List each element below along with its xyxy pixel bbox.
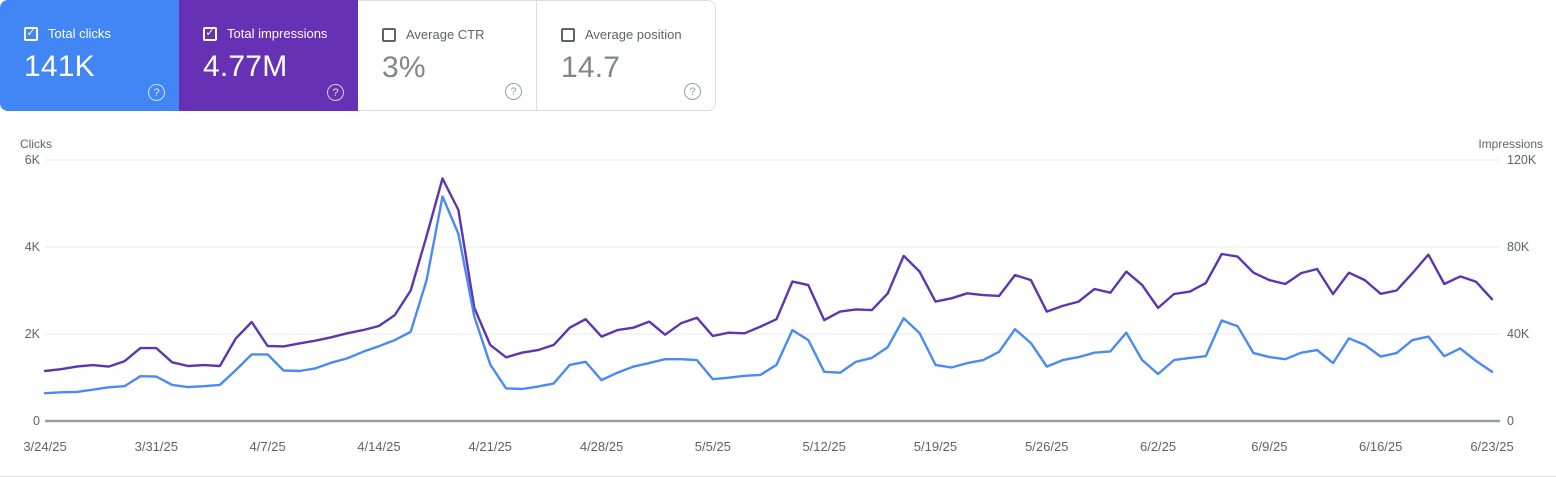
card-value: 141K [24,50,95,83]
right-axis-tick: 80K [1507,240,1530,254]
date-tick: 6/9/25 [1251,439,1287,454]
card-average-position[interactable]: Average position 14.7 ? [537,0,716,111]
card-total-impressions[interactable]: ✓ Total impressions 4.77M ? [179,0,358,111]
right-axis-tick: 120K [1507,153,1537,167]
date-tick: 4/21/25 [469,439,512,454]
card-label: Total clicks [48,26,111,41]
date-tick: 4/7/25 [250,439,286,454]
series-line-total-impressions[interactable] [43,177,1494,373]
left-axis-tick: 4K [25,240,41,254]
help-icon[interactable]: ? [684,83,701,100]
checkbox-unchecked-icon[interactable] [561,27,575,42]
right-axis-tick: 40K [1507,327,1530,341]
date-tick: 6/2/25 [1140,439,1176,454]
left-axis-tick: 2K [25,327,41,341]
left-axis-tick: 6K [25,153,41,167]
right-axis-tick: 0 [1507,414,1514,428]
left-axis-tick: 0 [33,414,40,428]
help-icon[interactable]: ? [505,83,522,100]
card-value: 3% [382,51,426,84]
date-tick: 5/26/25 [1025,439,1068,454]
card-value: 14.7 [561,51,621,84]
card-label: Total impressions [227,26,328,41]
date-tick: 6/23/25 [1470,439,1513,454]
checkbox-checked-icon[interactable]: ✓ [203,26,217,41]
right-axis-title: Impressions [1478,137,1543,151]
date-tick: 6/16/25 [1359,439,1402,454]
left-axis-title: Clicks [20,137,52,151]
date-tick: 3/24/25 [23,439,66,454]
date-tick: 4/14/25 [357,439,400,454]
date-tick: 4/28/25 [580,439,623,454]
checkbox-unchecked-icon[interactable] [382,27,396,42]
card-value: 4.77M [203,50,288,83]
series-line-total-clicks[interactable] [43,195,1494,395]
date-tick: 5/19/25 [914,439,957,454]
metric-cards: ✓ Total clicks 141K ? ✓ Total impression… [0,0,716,111]
date-tick: 5/5/25 [695,439,731,454]
date-tick: 3/31/25 [135,439,178,454]
help-icon[interactable]: ? [327,84,344,101]
card-label: Average position [585,27,682,42]
card-label: Average CTR [406,27,485,42]
card-average-ctr[interactable]: Average CTR 3% ? [358,0,537,111]
card-total-clicks[interactable]: ✓ Total clicks 141K ? [0,0,179,111]
date-tick: 5/12/25 [802,439,845,454]
help-icon[interactable]: ? [148,84,165,101]
checkbox-checked-icon[interactable]: ✓ [24,26,38,41]
